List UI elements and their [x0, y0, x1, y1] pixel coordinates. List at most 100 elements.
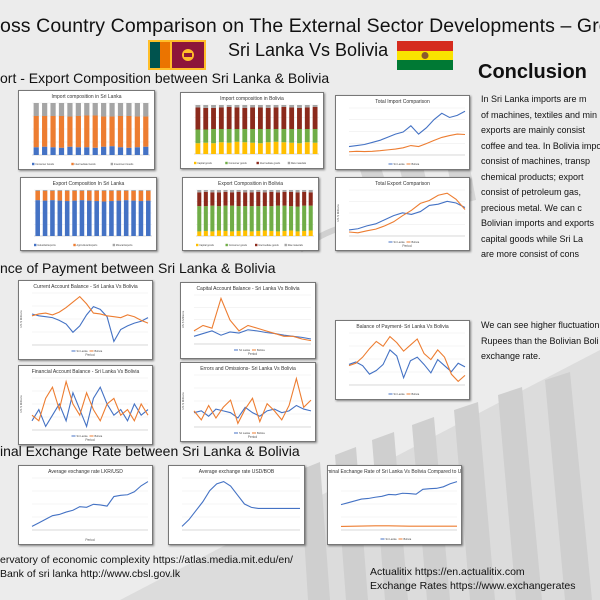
y-axis-label: US $ Millions	[19, 310, 23, 328]
bar-segment	[275, 205, 280, 232]
bar-segment	[265, 107, 271, 130]
chart-import-sri-lanka: Import composition in Sri Lanka Consumer …	[18, 90, 155, 170]
legend-label: Consumer Goods	[35, 163, 55, 166]
conclusion-line: In Sri Lanka imports are m	[481, 94, 587, 104]
bar-segment	[210, 192, 215, 206]
bar-segment	[243, 206, 248, 231]
bar-segment	[218, 129, 224, 143]
legend-label: Bolivia	[95, 349, 103, 353]
bar-segment	[304, 142, 310, 154]
bar-segment	[223, 190, 228, 192]
bar-segment	[92, 103, 98, 116]
source-cbsl: Bank of sri lanka http://www.cbsl.gov.lk	[0, 568, 181, 580]
bar-segment	[143, 146, 149, 155]
bar-segment	[35, 190, 40, 201]
bar-segment	[101, 116, 107, 147]
bar-segment	[249, 206, 254, 232]
bar-segment	[50, 200, 55, 236]
bar-segment	[218, 105, 224, 108]
bar-segment	[295, 206, 300, 232]
bar-segment	[304, 107, 310, 130]
legend-label: Intermediate goods	[260, 162, 281, 165]
chart-import-bolivia: Import composition in Bolivia Capital goo…	[180, 92, 324, 169]
bar-segment	[35, 190, 40, 191]
bar-segment	[116, 190, 122, 201]
bar-segment	[230, 231, 235, 236]
bar-segment	[234, 129, 240, 142]
bar-segment	[236, 190, 241, 192]
bar-segment	[116, 190, 122, 191]
legend-swatch	[256, 161, 259, 165]
section-trade-heading: ort - Export Composition between Sri Lan…	[0, 70, 330, 86]
legend-label: Mineral Exports	[116, 244, 133, 247]
bar-segment	[308, 230, 313, 236]
x-axis-label: Period	[85, 353, 94, 357]
bar-segment	[101, 103, 107, 117]
bar-segment	[84, 103, 90, 116]
bar-segment	[67, 116, 73, 147]
bar-segment	[211, 129, 216, 144]
bar-segment	[33, 116, 39, 148]
legend-label: Consumer goods	[228, 162, 247, 165]
legend-label: Sri Lanka	[77, 434, 89, 438]
bar-segment	[197, 206, 202, 232]
x-axis-label: Period	[85, 438, 94, 442]
chart-title: Import composition in Sri Lanka	[51, 94, 121, 100]
bar-segment	[223, 205, 228, 231]
legend-label: Intermediate goods	[258, 244, 279, 247]
bar-segment	[256, 230, 261, 236]
bar-segment	[50, 190, 55, 201]
bar-segment	[236, 230, 241, 236]
legend-label: Industrial Exports	[37, 244, 56, 247]
bar-segment	[87, 190, 92, 191]
bar-segment	[312, 106, 318, 130]
bar-segment	[281, 142, 287, 154]
bar-segment	[249, 231, 254, 236]
legend-label: Sri Lanka	[239, 348, 251, 352]
legend-label: Sri Lanka	[386, 537, 398, 541]
bar-segment	[257, 105, 263, 108]
bar-segment	[50, 116, 56, 148]
series-line	[340, 525, 457, 527]
bar-segment	[275, 192, 280, 206]
bar-segment	[312, 142, 318, 154]
chart-title: Total Import Comparison	[375, 99, 430, 105]
bar-segment	[273, 105, 279, 108]
bar-segment	[211, 143, 216, 154]
bar-segment	[42, 103, 48, 116]
bar-segment	[269, 191, 274, 207]
bar-segment	[57, 190, 63, 201]
bar-segment	[134, 103, 140, 117]
conclusion-line: Rupees than the Bolivian Boli	[481, 335, 599, 346]
bar-segment	[273, 141, 279, 154]
bar-segment	[197, 192, 202, 207]
bar-segment	[297, 107, 302, 130]
legend-label: Raw materials	[291, 162, 307, 165]
chart-financial-account: Financial Account Balance - Sri Lanka Vs…	[18, 365, 153, 445]
bar-segment	[226, 106, 232, 130]
bar-segment	[226, 105, 232, 107]
poster-subtitle: Sri Lanka Vs Bolivia	[228, 40, 389, 60]
bar-segment	[312, 129, 318, 143]
bar-segment	[72, 200, 77, 236]
chart-title: Current Account Balance - Sri Lanka Vs B…	[33, 284, 137, 290]
bar-segment	[134, 116, 140, 148]
bar-segment	[257, 143, 263, 154]
bar-segment	[275, 231, 280, 236]
bar-segment	[295, 231, 300, 236]
bar-segment	[269, 190, 274, 192]
bar-segment	[109, 190, 114, 191]
bar-segment	[203, 107, 209, 130]
bar-segment	[302, 205, 307, 231]
bar-segment	[242, 105, 248, 108]
bar-segment	[123, 190, 129, 201]
chart-total-import: Total Import Comparison Sri Lanka Bolivia	[335, 95, 470, 170]
y-axis-label: US $ Millions	[181, 392, 185, 410]
bar-segment	[269, 230, 274, 236]
bar-segment	[297, 129, 302, 144]
conclusion-line: exchange rate.	[481, 351, 541, 361]
bar-segment	[234, 105, 240, 108]
series-line	[193, 296, 312, 342]
bar-segment	[50, 103, 56, 116]
legend-swatch	[287, 161, 291, 165]
